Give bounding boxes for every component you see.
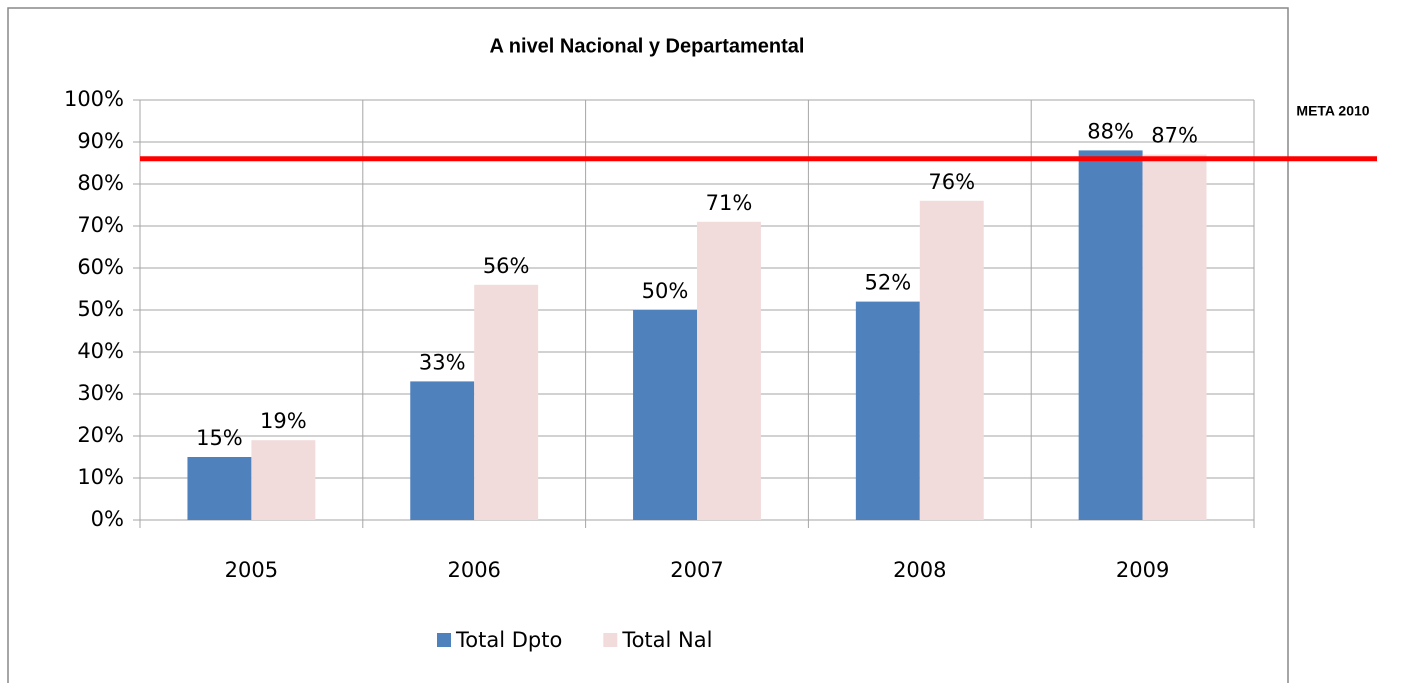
y-tick-label: 10% <box>77 465 124 489</box>
x-tick-label: 2005 <box>225 558 278 582</box>
data-label: 76% <box>928 170 975 194</box>
y-tick-label: 80% <box>77 171 124 195</box>
data-label: 87% <box>1151 124 1198 148</box>
bar <box>251 440 316 520</box>
y-tick-label: 70% <box>77 213 124 237</box>
target-label: META 2010 <box>1296 103 1369 119</box>
bar <box>697 221 761 521</box>
chart-title: A nivel Nacional y Departamental <box>490 35 805 57</box>
data-label: 15% <box>196 426 243 450</box>
data-label: 71% <box>706 191 753 215</box>
x-tick-label: 2007 <box>670 558 723 582</box>
data-label: 19% <box>260 409 307 433</box>
bar <box>1078 150 1143 520</box>
y-tick-label: 50% <box>77 297 124 321</box>
x-tick-label: 2009 <box>1116 558 1169 582</box>
legend-swatch <box>437 633 451 647</box>
y-tick-label: 30% <box>77 381 124 405</box>
data-label: 56% <box>483 254 530 278</box>
x-tick-label: 2008 <box>893 558 946 582</box>
data-label: 88% <box>1087 119 1134 143</box>
y-tick-label: 90% <box>77 129 124 153</box>
y-tick-label: 0% <box>91 507 124 531</box>
bar <box>919 200 984 521</box>
bar <box>1142 154 1207 520</box>
bar <box>855 301 920 520</box>
data-label: 50% <box>642 279 689 303</box>
legend-label: Total Nal <box>621 628 712 652</box>
y-tick-label: 60% <box>77 255 124 279</box>
legend-label: Total Dpto <box>455 628 562 652</box>
data-label: 33% <box>419 350 466 374</box>
y-tick-label: 40% <box>77 339 124 363</box>
bar <box>410 381 475 520</box>
y-tick-label: 20% <box>77 423 124 447</box>
legend-swatch <box>603 633 618 647</box>
bar <box>633 310 697 520</box>
data-label: 52% <box>864 271 911 295</box>
bar <box>187 457 252 520</box>
bar <box>474 284 539 520</box>
y-tick-label: 100% <box>64 87 124 111</box>
x-tick-label: 2006 <box>447 558 500 582</box>
